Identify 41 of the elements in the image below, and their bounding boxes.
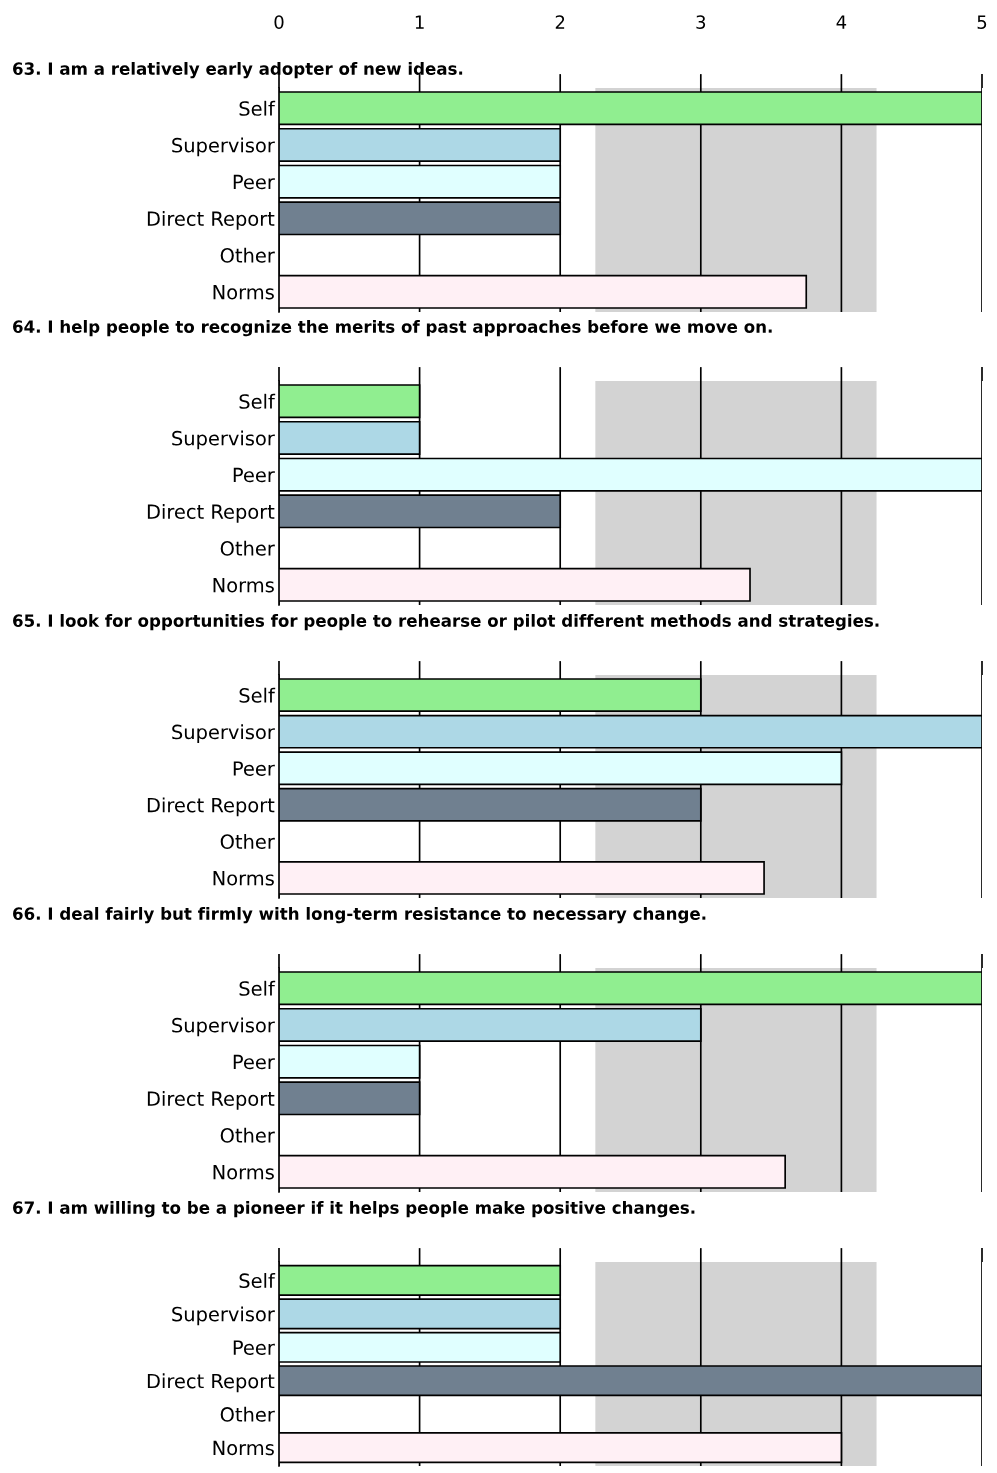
- chart-title: 67. I am willing to be a pioneer if it helps people make positive changes.: [13, 1201, 695, 1218]
- chart-title: 65. I look for opportunities for people to rehearse or pilot different methods and strategies.: [13, 614, 879, 631]
- y-tick-label: Norms: [213, 578, 274, 593]
- y-tick-label: Peer: [233, 467, 275, 483]
- y-tick-label: Supervisor: [172, 1306, 275, 1326]
- y-tick-label: Self: [239, 393, 276, 409]
- y-tick-label: Self: [239, 980, 276, 996]
- y-tick-label: Supervisor: [172, 1017, 275, 1037]
- y-tick-label: Supervisor: [172, 430, 275, 450]
- y-tick-label: Other: [220, 1127, 275, 1143]
- y-tick-label: Self: [239, 1273, 276, 1289]
- y-tick-label: Self: [239, 687, 276, 703]
- y-tick-label: Direct Report: [147, 210, 275, 230]
- y-tick-label: Other: [220, 247, 275, 263]
- y-tick-label: Norms: [213, 285, 274, 300]
- y-tick-label: Norms: [213, 1165, 274, 1180]
- x-tick-label: 4: [836, 15, 847, 29]
- chart-title: 63. I am a relatively early adopter of new ideas.: [13, 62, 463, 79]
- y-tick-label: Peer: [233, 1054, 275, 1070]
- y-tick-label: Other: [220, 540, 275, 556]
- x-tick-label: 5: [977, 15, 987, 29]
- y-tick-label: Norms: [213, 1440, 274, 1456]
- y-tick-label: Supervisor: [172, 137, 275, 157]
- y-tick-label: Supervisor: [172, 724, 275, 744]
- x-tick-label: 2: [555, 15, 565, 29]
- chart-title: 64. I help people to recognize the merits of past approaches before we move on.: [13, 320, 772, 337]
- y-tick-label: Direct Report: [147, 797, 275, 817]
- y-tick-label: Peer: [233, 174, 275, 190]
- x-tick-label: 0: [274, 15, 284, 29]
- y-tick-label: Other: [220, 833, 275, 849]
- y-tick-label: Direct Report: [147, 503, 275, 523]
- chart-title: 66. I deal fairly but firmly with long-term resistance to necessary change.: [13, 907, 706, 924]
- y-tick-label: Direct Report: [147, 1373, 275, 1393]
- x-tick-label: 1: [415, 15, 424, 29]
- y-tick-label: Peer: [233, 1340, 275, 1355]
- x-tick-label: 3: [696, 15, 706, 29]
- y-tick-label: Peer: [233, 761, 275, 776]
- y-tick-label: Direct Report: [147, 1090, 275, 1110]
- y-tick-label: Other: [220, 1406, 275, 1422]
- y-tick-label: Norms: [213, 871, 274, 886]
- y-tick-label: Self: [239, 100, 276, 116]
